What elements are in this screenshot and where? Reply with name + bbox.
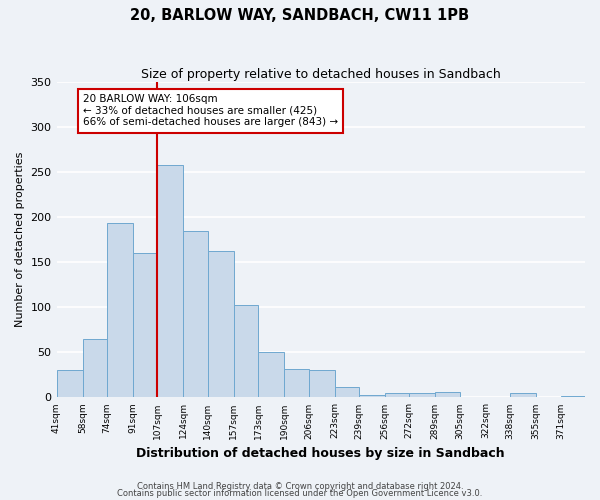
Bar xyxy=(510,393,536,398)
Bar xyxy=(107,224,133,398)
Bar xyxy=(157,164,184,398)
Bar xyxy=(560,396,585,398)
Bar xyxy=(56,370,83,398)
Bar xyxy=(284,368,308,398)
Title: Size of property relative to detached houses in Sandbach: Size of property relative to detached ho… xyxy=(141,68,500,80)
Bar xyxy=(409,393,436,398)
Text: 20, BARLOW WAY, SANDBACH, CW11 1PB: 20, BARLOW WAY, SANDBACH, CW11 1PB xyxy=(130,8,470,22)
Text: 20 BARLOW WAY: 106sqm
← 33% of detached houses are smaller (425)
66% of semi-det: 20 BARLOW WAY: 106sqm ← 33% of detached … xyxy=(83,94,338,128)
X-axis label: Distribution of detached houses by size in Sandbach: Distribution of detached houses by size … xyxy=(136,447,505,460)
Bar xyxy=(133,253,157,398)
Y-axis label: Number of detached properties: Number of detached properties xyxy=(15,152,25,327)
Bar xyxy=(308,370,335,398)
Bar xyxy=(83,339,107,398)
Bar xyxy=(359,394,385,398)
Bar xyxy=(234,304,258,398)
Text: Contains HM Land Registry data © Crown copyright and database right 2024.: Contains HM Land Registry data © Crown c… xyxy=(137,482,463,491)
Bar xyxy=(436,392,460,398)
Text: Contains public sector information licensed under the Open Government Licence v3: Contains public sector information licen… xyxy=(118,490,482,498)
Bar xyxy=(184,232,208,398)
Bar xyxy=(385,393,409,398)
Bar xyxy=(208,252,234,398)
Bar xyxy=(335,386,359,398)
Bar xyxy=(258,352,284,398)
